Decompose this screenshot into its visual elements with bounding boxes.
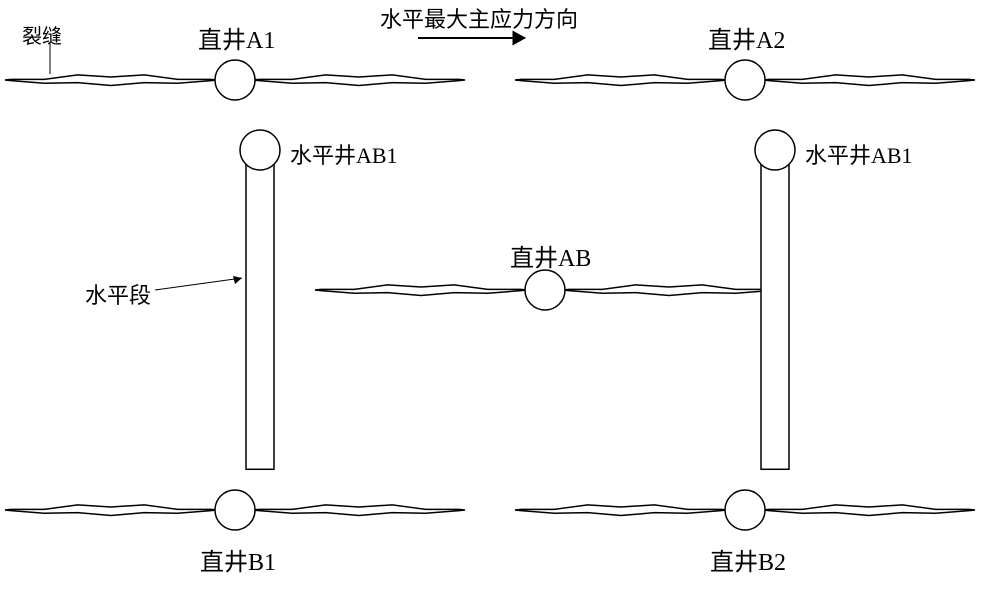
h-section-pointer-head-icon <box>233 276 242 284</box>
well-ab-label: 直井AB <box>510 238 591 273</box>
b1-crack-left <box>5 505 217 516</box>
b2-crack-left <box>515 505 727 516</box>
a1-crack-left <box>5 75 217 86</box>
hwell-ab1-left-label: 水平井AB1 <box>290 138 398 170</box>
b1-well <box>215 490 255 530</box>
a1-well <box>215 60 255 100</box>
a2-well <box>725 60 765 100</box>
b1-crack-right <box>253 505 465 516</box>
a2-crack-left <box>515 75 727 86</box>
crack-label: 裂缝 <box>22 20 62 49</box>
h-left-well <box>240 130 280 170</box>
b2-well <box>725 490 765 530</box>
ab-well <box>525 270 565 310</box>
hwell-ab1-right-label: 水平井AB1 <box>805 138 913 170</box>
well-a1-label: 直井A1 <box>198 20 275 55</box>
a2-crack-right <box>763 75 975 86</box>
h-right-well <box>755 130 795 170</box>
b2-crack-right <box>763 505 975 516</box>
well-a2-label: 直井A2 <box>708 20 785 55</box>
h-section-label: 水平段 <box>85 278 151 310</box>
well-b1-label: 直井B1 <box>200 542 276 577</box>
ab-crack-right <box>563 285 775 296</box>
h-left-section <box>246 164 274 469</box>
well-b2-label: 直井B2 <box>710 542 786 577</box>
h-section-pointer-line <box>155 278 242 290</box>
h-right-section <box>761 164 789 469</box>
ab-crack-left <box>315 285 527 296</box>
a1-crack-right <box>253 75 465 86</box>
stress-direction-label: 水平最大主应力方向 <box>380 2 578 34</box>
